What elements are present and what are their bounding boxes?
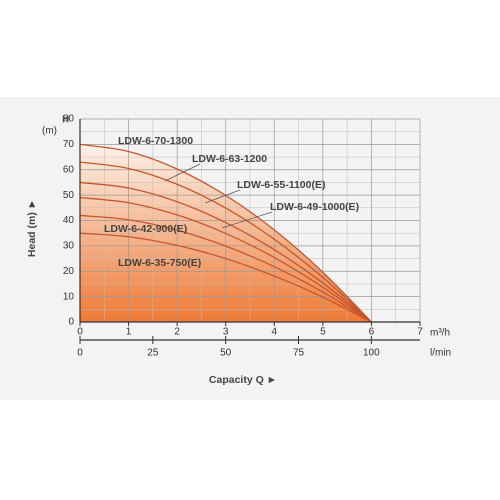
x2-tick-label: 0 xyxy=(77,348,83,359)
y-axis-unit: (m) xyxy=(42,126,57,137)
x2-tick-label: 25 xyxy=(147,348,159,359)
y-tick-label: 20 xyxy=(63,266,75,277)
y-tick-label: 70 xyxy=(63,139,75,150)
curve xyxy=(79,181,372,323)
x2-tick-label: 100 xyxy=(363,348,380,359)
curve-label: LDW-6-49-1000(E) xyxy=(270,201,359,213)
y-tick-label: 0 xyxy=(68,317,74,328)
x-tick-label: 2 xyxy=(174,327,180,338)
y-tick-label: 80 xyxy=(63,114,75,125)
x-tick-label: 5 xyxy=(320,327,326,338)
y-tick-label: 60 xyxy=(63,164,75,175)
leader-line xyxy=(164,163,201,182)
y-tick-label: 10 xyxy=(63,291,75,302)
x-tick-label: 7 xyxy=(417,327,423,338)
y-axis-title: Head (m) ► xyxy=(26,199,38,257)
x-tick-label: 4 xyxy=(272,327,278,338)
curve-label: LDW-6-35-750(E) xyxy=(118,257,201,269)
y-tick-label: 50 xyxy=(63,190,75,201)
plot xyxy=(79,118,421,323)
leader-line xyxy=(221,211,273,229)
curve xyxy=(79,232,372,323)
x-tick-label: 0 xyxy=(77,327,83,338)
x-tick-label: 1 xyxy=(126,327,132,338)
x-axis-title: Capacity Q ► xyxy=(209,374,277,386)
x-tick-label: 3 xyxy=(223,327,229,338)
x2-tick-label: 50 xyxy=(220,348,232,359)
x-tick-label: 6 xyxy=(369,327,375,338)
curve-label: LDW-6-55-1100(E) xyxy=(237,179,325,191)
y-tick-label: 40 xyxy=(63,215,75,226)
curve xyxy=(79,214,372,323)
y-axis-title-top: H xyxy=(62,115,69,126)
x-axis-unit: m³/h xyxy=(430,328,450,339)
leader-line xyxy=(204,189,241,204)
x2-tick-label: 75 xyxy=(293,348,305,359)
curve-label: LDW-6-70-1300 xyxy=(118,135,193,147)
x2-axis-unit: l/min xyxy=(430,348,451,359)
y-tick-label: 30 xyxy=(63,241,75,252)
curve xyxy=(79,161,372,323)
curve-label: LDW-6-63-1200 xyxy=(192,153,267,165)
curve-label: LDW-6-42-900(E) xyxy=(104,223,187,235)
curve xyxy=(79,197,372,323)
